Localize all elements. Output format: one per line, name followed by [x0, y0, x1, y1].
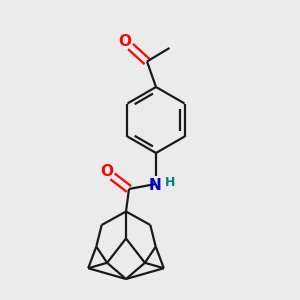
- Text: H: H: [165, 176, 176, 189]
- Text: N: N: [148, 178, 161, 193]
- Text: O: O: [100, 164, 113, 179]
- Text: O: O: [118, 34, 131, 50]
